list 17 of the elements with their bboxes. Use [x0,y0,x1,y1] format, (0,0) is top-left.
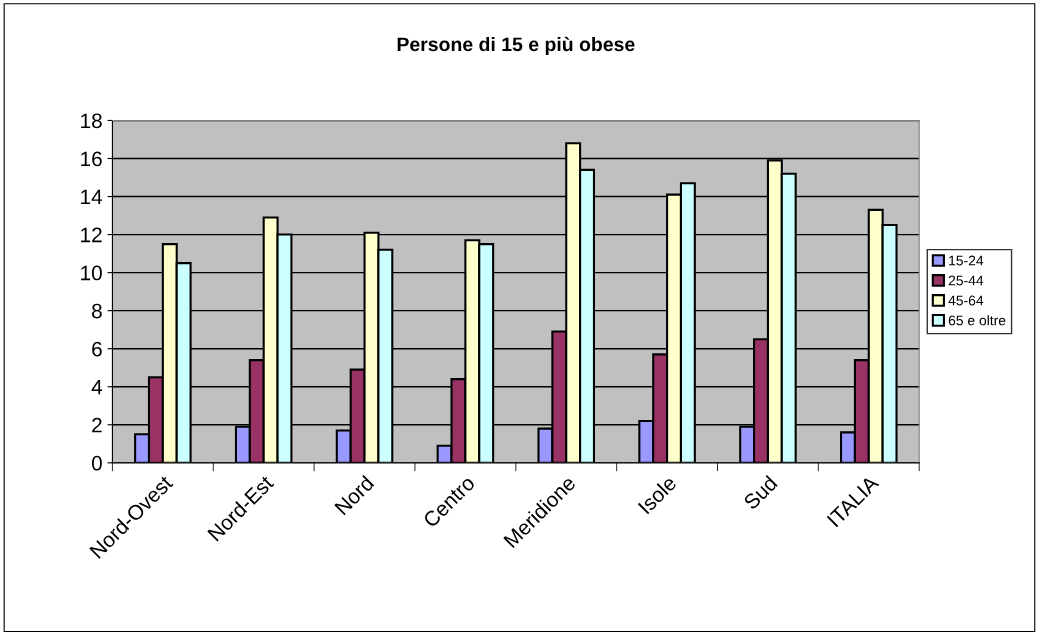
chart-title: Persone di 15 e più obese [397,36,635,56]
y-tick-label: 8 [92,303,102,319]
legend-label: 15-24 [949,255,984,266]
y-tick-label: 2 [92,417,102,433]
y-tick-label: 12 [81,227,102,243]
x-tick-label: Isole [637,474,678,515]
y-tick-label: 16 [81,151,102,167]
y-tick-label: 4 [91,379,103,395]
legend-label: 45-64 [948,295,984,306]
y-tick-label: 0 [91,455,102,471]
y-tick-label: 10 [81,265,102,281]
y-tick-label: 18 [81,113,102,129]
x-tick-label: Sud [742,474,778,511]
y-tick-label: 6 [92,341,102,357]
legend-label: 65 e oltre [948,315,1006,326]
y-tick-label: 14 [81,189,103,205]
legend-label: 25-44 [948,275,984,286]
